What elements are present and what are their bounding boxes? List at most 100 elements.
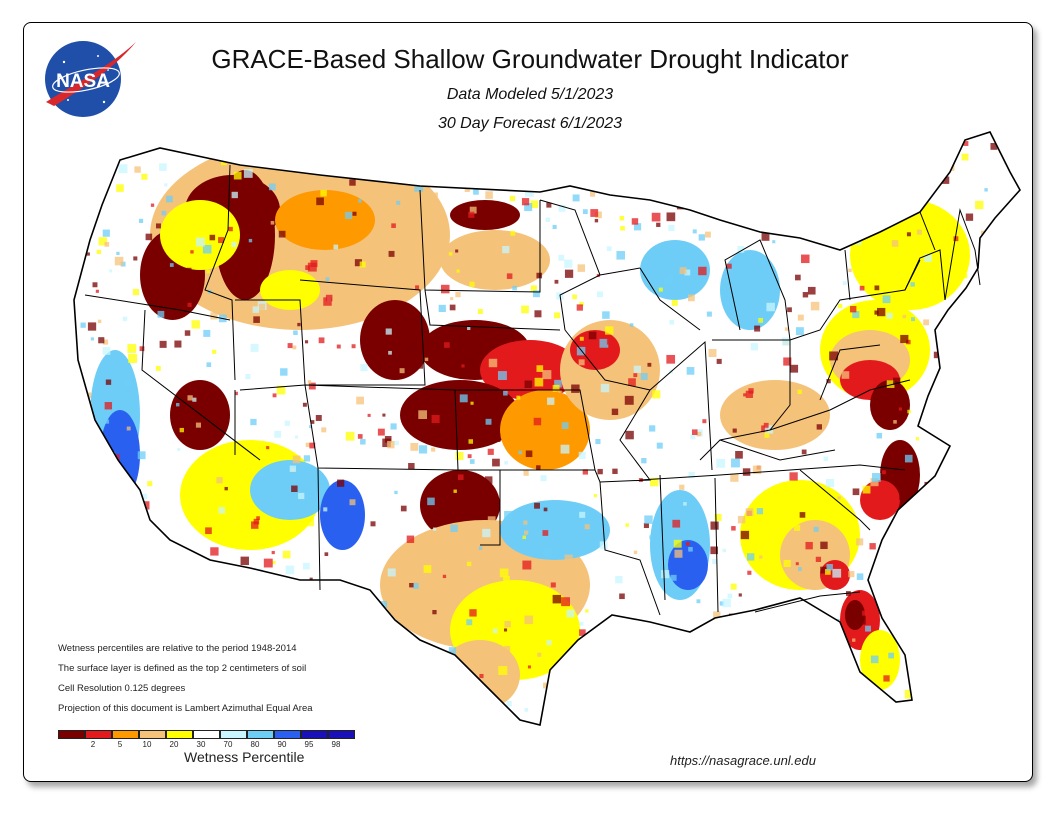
raster-cell (994, 697, 1004, 707)
raster-cell (530, 285, 537, 292)
raster-cell (797, 717, 804, 724)
drought-region (170, 380, 230, 450)
raster-cell (352, 606, 361, 615)
raster-cell (141, 493, 148, 500)
raster-cell (899, 214, 904, 220)
raster-cell (666, 354, 676, 364)
raster-cell (906, 559, 913, 566)
raster-cell (995, 262, 1002, 270)
raster-cell (186, 267, 192, 273)
raster-cell (550, 582, 556, 588)
raster-cell (251, 521, 259, 529)
raster-cell (850, 710, 855, 716)
raster-cell (304, 340, 309, 344)
raster-cell (933, 156, 938, 161)
raster-cell (139, 346, 145, 352)
raster-cell (466, 561, 472, 567)
raster-cell (942, 396, 946, 400)
raster-cell (896, 604, 905, 613)
raster-cell (468, 211, 475, 218)
raster-cell (714, 513, 722, 521)
raster-cell (473, 189, 479, 195)
raster-cell (672, 519, 681, 528)
raster-cell (210, 312, 218, 320)
raster-cell (252, 306, 260, 313)
raster-cell (688, 144, 693, 149)
raster-cell (433, 192, 438, 197)
raster-cell (140, 576, 148, 583)
raster-cell (309, 442, 316, 449)
raster-cell (653, 662, 660, 669)
raster-cell (584, 154, 592, 161)
raster-cell (747, 570, 752, 575)
raster-cell (423, 565, 432, 573)
raster-cell (709, 679, 718, 687)
raster-cell (220, 159, 227, 166)
raster-cell (103, 339, 109, 345)
raster-cell (795, 327, 804, 336)
legend-tick-label: 20 (169, 740, 179, 749)
raster-cell (218, 507, 226, 514)
raster-cell (107, 466, 115, 475)
raster-cell (959, 326, 966, 332)
raster-cell (356, 396, 364, 405)
raster-cell (382, 413, 386, 417)
raster-cell (564, 554, 573, 563)
raster-cell (302, 402, 307, 407)
raster-cell (449, 304, 456, 311)
raster-cell (684, 269, 691, 276)
raster-cell (166, 195, 173, 203)
raster-cell (961, 658, 971, 668)
raster-cell (953, 236, 959, 242)
raster-cell (759, 555, 763, 559)
raster-cell (403, 150, 412, 159)
raster-cell (132, 288, 139, 296)
raster-cell (253, 518, 260, 525)
raster-cell (206, 269, 211, 274)
raster-cell (883, 540, 893, 550)
raster-cell (826, 564, 833, 571)
raster-cell (441, 479, 447, 485)
raster-cell (698, 141, 704, 147)
raster-cell (720, 678, 727, 685)
raster-cell (157, 310, 165, 318)
raster-cell (572, 194, 580, 202)
raster-cell (641, 457, 647, 464)
raster-cell (492, 628, 498, 634)
raster-cell (743, 393, 747, 397)
raster-cell (644, 515, 653, 524)
raster-cell (656, 222, 661, 227)
raster-cell (407, 343, 416, 352)
raster-cell (795, 562, 799, 566)
raster-cell (506, 700, 512, 707)
raster-cell (686, 367, 695, 375)
raster-cell (80, 422, 84, 426)
raster-cell (164, 183, 168, 187)
legend-swatch (139, 730, 166, 739)
raster-cell (852, 310, 860, 319)
raster-cell (351, 344, 356, 349)
raster-cell (341, 666, 351, 676)
raster-cell (97, 319, 102, 324)
raster-cell (231, 241, 237, 248)
raster-cell (127, 141, 131, 146)
raster-cell (978, 578, 984, 584)
raster-cell (174, 340, 182, 348)
raster-cell (996, 332, 1002, 339)
raster-cell (564, 269, 574, 278)
raster-cell (408, 463, 415, 470)
raster-cell (86, 579, 92, 586)
raster-cell (336, 679, 346, 689)
raster-cell (761, 232, 770, 241)
raster-cell (584, 524, 590, 530)
raster-cell (250, 343, 259, 352)
raster-cell (233, 171, 242, 180)
raster-cell (744, 178, 753, 187)
raster-cell (579, 301, 584, 307)
raster-cell (224, 586, 232, 595)
raster-cell (137, 451, 146, 460)
raster-cell (940, 519, 950, 528)
raster-cell (431, 447, 436, 452)
raster-cell (98, 237, 107, 246)
raster-cell (844, 663, 851, 670)
